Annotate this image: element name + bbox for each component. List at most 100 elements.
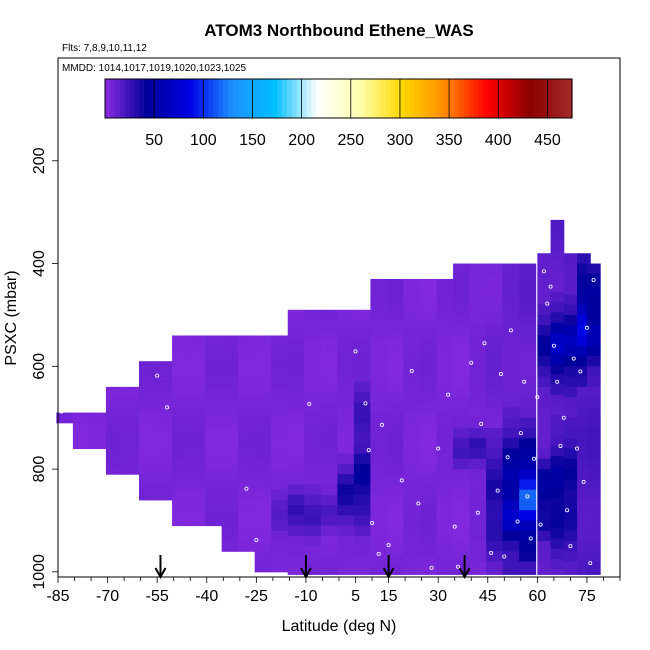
heatmap-cell (403, 320, 421, 331)
heatmap-cell (271, 551, 289, 563)
heatmap-cell (436, 463, 454, 475)
colorbar-strip (409, 79, 416, 118)
heatmap-cell (337, 494, 355, 506)
colorbar-strip (109, 79, 116, 118)
heatmap-cell (287, 350, 305, 362)
heatmap-cell (453, 448, 471, 460)
heatmap-cell (519, 448, 537, 460)
heatmap-cell (469, 520, 487, 532)
heatmap-cell (537, 541, 552, 552)
colorbar-strip (149, 79, 155, 118)
heatmap-cell (188, 499, 206, 511)
heatmap-cell (563, 520, 578, 532)
colorbar-strip (449, 79, 455, 118)
heatmap-cell (419, 412, 438, 424)
sample-point (353, 349, 358, 354)
heatmap-cell (271, 520, 289, 532)
heatmap-cell (353, 392, 371, 403)
x-tick-label: -25 (245, 588, 268, 605)
heatmap-cell (537, 438, 552, 450)
heatmap-cell (353, 556, 371, 568)
colorbar-strip (380, 79, 386, 118)
heatmap-cell (486, 458, 504, 470)
heatmap-cell (271, 356, 289, 367)
heatmap-cell (337, 330, 355, 342)
heatmap-cell (386, 412, 404, 424)
heatmap-cell (469, 284, 487, 295)
heatmap-cell (172, 499, 190, 511)
heatmap-cell (403, 299, 421, 311)
heatmap-cell (304, 371, 322, 383)
heatmap-cell (519, 571, 537, 575)
colorbar-strip (557, 79, 563, 118)
heatmap-cell (287, 422, 305, 434)
heatmap-cell (537, 458, 552, 470)
colorbar-strip (237, 79, 244, 118)
heatmap-cell (320, 309, 338, 321)
heatmap-cell (271, 561, 289, 573)
colorbar-strip (281, 79, 288, 118)
heatmap-cell (419, 546, 438, 557)
colorbar-strip (365, 79, 372, 118)
heatmap-cell (105, 458, 123, 470)
heatmap-cell (436, 515, 454, 527)
x-tick-label: -55 (146, 588, 169, 605)
colorbar-strip (227, 79, 234, 118)
heatmap-cell (563, 448, 578, 460)
colorbar-strip (336, 79, 342, 118)
heatmap-cell (403, 309, 421, 321)
heatmap-cell (172, 386, 190, 398)
heatmap-cell (353, 505, 371, 516)
heatmap-cell (453, 530, 471, 542)
heatmap-cell (271, 479, 289, 491)
heatmap-cell (563, 489, 578, 501)
heatmap-cell (419, 474, 438, 486)
heatmap-cell (188, 397, 206, 408)
heatmap-cell (453, 541, 471, 552)
heatmap-cell (386, 525, 404, 537)
heatmap-cell (238, 427, 256, 439)
heatmap-cell (469, 356, 487, 367)
heatmap-cell (537, 407, 552, 419)
heatmap-cell (486, 376, 504, 388)
colorbar-strip (114, 79, 121, 118)
heatmap-cell (271, 448, 289, 460)
heatmap-cell (370, 566, 388, 575)
heatmap-cell (221, 479, 239, 491)
heatmap-cell (122, 417, 140, 429)
heatmap-cell (122, 469, 140, 475)
heatmap-cell (370, 546, 388, 557)
heatmap-cell (469, 366, 487, 378)
heatmap-cell (138, 494, 157, 501)
colorbar-strip (306, 79, 313, 118)
heatmap-cell (486, 469, 504, 480)
heatmap-cell (502, 561, 520, 573)
heatmap-cell (320, 340, 338, 352)
heatmap-cell (320, 566, 338, 575)
heatmap-cell (320, 463, 338, 475)
colorbar-strip (272, 79, 278, 118)
heatmap-cell (238, 335, 256, 347)
heatmap-cell (577, 510, 591, 521)
heatmap-cell (577, 366, 591, 378)
heatmap-cell (502, 376, 520, 388)
heatmap-cell (550, 363, 565, 375)
heatmap-cell (172, 489, 190, 501)
heatmap-cell (586, 356, 601, 367)
heatmap-cell (469, 427, 487, 439)
heatmap-cell (453, 356, 471, 367)
heatmap-cell (537, 397, 552, 408)
heatmap-cell (486, 304, 504, 316)
heatmap-cell (172, 407, 190, 419)
heatmap-cell (469, 417, 487, 429)
heatmap-cell (537, 561, 552, 573)
heatmap-cell (537, 273, 552, 285)
heatmap-cell (337, 505, 355, 516)
heatmap-cell (254, 335, 272, 347)
colorbar-strip (390, 79, 396, 118)
heatmap-cell (586, 469, 601, 480)
heatmap-cell (550, 487, 565, 498)
heatmap-cell (386, 443, 404, 455)
heatmap-cell (502, 458, 520, 470)
heatmap-cell (436, 566, 454, 575)
